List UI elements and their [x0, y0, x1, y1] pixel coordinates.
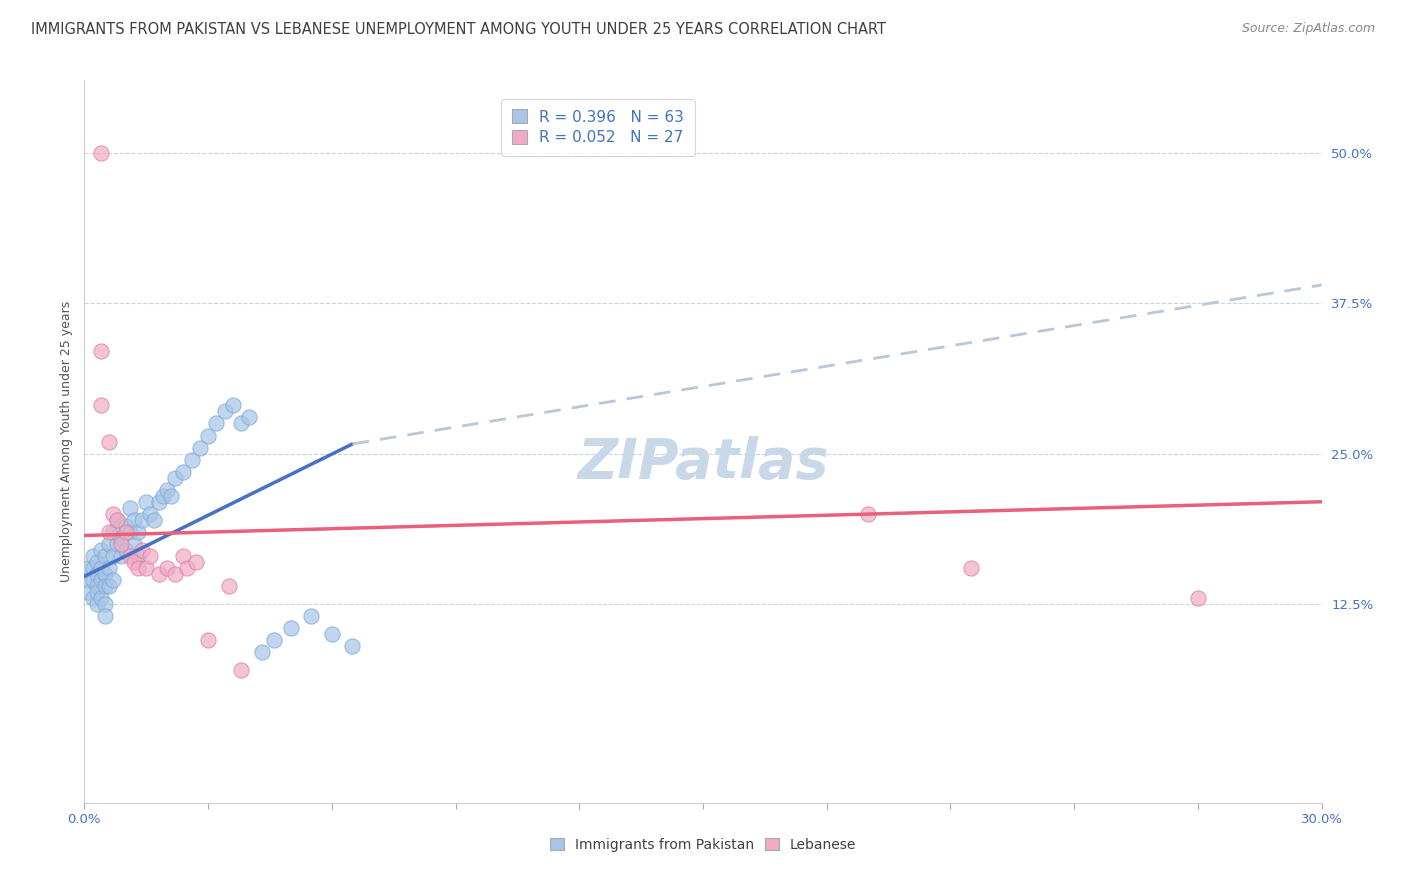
Point — [114, 542, 136, 557]
Point — [135, 494, 157, 508]
Point — [105, 513, 128, 527]
Point — [197, 633, 219, 648]
Y-axis label: Unemployment Among Youth under 25 years: Unemployment Among Youth under 25 years — [60, 301, 73, 582]
Point — [135, 561, 157, 575]
Legend: Immigrants from Pakistan, Lebanese: Immigrants from Pakistan, Lebanese — [544, 832, 862, 857]
Point — [856, 507, 879, 521]
Point — [98, 579, 121, 593]
Point — [127, 524, 149, 539]
Point — [172, 465, 194, 479]
Point — [110, 531, 132, 545]
Point — [82, 561, 104, 575]
Point — [103, 549, 125, 563]
Point — [229, 417, 252, 431]
Point — [77, 573, 100, 587]
Point — [238, 410, 260, 425]
Point — [250, 645, 273, 659]
Point — [172, 549, 194, 563]
Point — [139, 549, 162, 563]
Point — [98, 561, 121, 575]
Point — [214, 404, 236, 418]
Point — [105, 513, 128, 527]
Point — [139, 507, 162, 521]
Point — [90, 542, 112, 557]
Point — [90, 573, 112, 587]
Point — [263, 633, 285, 648]
Point — [105, 537, 128, 551]
Point — [118, 549, 141, 563]
Point — [98, 537, 121, 551]
Point — [156, 561, 179, 575]
Point — [127, 561, 149, 575]
Point — [82, 591, 104, 606]
Point — [86, 597, 108, 611]
Point — [77, 561, 100, 575]
Point — [122, 537, 145, 551]
Point — [299, 609, 322, 624]
Point — [960, 561, 983, 575]
Point — [122, 513, 145, 527]
Point — [98, 434, 121, 449]
Point — [205, 417, 228, 431]
Point — [148, 567, 170, 582]
Point — [229, 664, 252, 678]
Point — [90, 398, 112, 412]
Point — [280, 621, 302, 635]
Point — [86, 555, 108, 569]
Point — [94, 567, 117, 582]
Point — [143, 513, 166, 527]
Point — [86, 567, 108, 582]
Point — [218, 579, 240, 593]
Point — [90, 591, 112, 606]
Point — [77, 585, 100, 599]
Point — [131, 513, 153, 527]
Point — [342, 639, 364, 653]
Point — [222, 398, 245, 412]
Point — [321, 627, 343, 641]
Point — [1187, 591, 1209, 606]
Point — [127, 549, 149, 563]
Point — [197, 428, 219, 442]
Point — [86, 579, 108, 593]
Point — [98, 524, 121, 539]
Point — [94, 597, 117, 611]
Point — [165, 567, 187, 582]
Point — [82, 573, 104, 587]
Point — [131, 542, 153, 557]
Point — [184, 555, 207, 569]
Point — [110, 549, 132, 563]
Point — [156, 483, 179, 497]
Point — [188, 441, 211, 455]
Point — [118, 500, 141, 515]
Point — [180, 452, 202, 467]
Point — [94, 549, 117, 563]
Point — [94, 609, 117, 624]
Point — [176, 561, 198, 575]
Point — [165, 471, 187, 485]
Text: ZIPatlas: ZIPatlas — [578, 436, 828, 491]
Point — [118, 524, 141, 539]
Point — [122, 555, 145, 569]
Point — [90, 561, 112, 575]
Point — [90, 145, 112, 160]
Text: Source: ZipAtlas.com: Source: ZipAtlas.com — [1241, 22, 1375, 36]
Point — [110, 537, 132, 551]
Text: IMMIGRANTS FROM PAKISTAN VS LEBANESE UNEMPLOYMENT AMONG YOUTH UNDER 25 YEARS COR: IMMIGRANTS FROM PAKISTAN VS LEBANESE UNE… — [31, 22, 886, 37]
Point — [90, 344, 112, 359]
Point — [103, 507, 125, 521]
Point — [94, 579, 117, 593]
Point — [114, 519, 136, 533]
Point — [148, 494, 170, 508]
Point — [103, 524, 125, 539]
Point — [114, 524, 136, 539]
Point — [86, 585, 108, 599]
Point — [160, 489, 183, 503]
Point — [82, 549, 104, 563]
Point — [152, 489, 174, 503]
Point — [103, 573, 125, 587]
